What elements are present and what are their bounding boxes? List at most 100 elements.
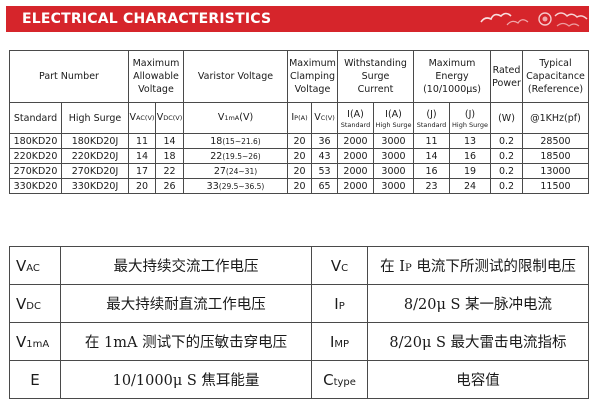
subheader-vc: VC(V) (311, 102, 338, 134)
cell-current-standard: 2000 (337, 163, 374, 179)
cell-current-high-surge: 3000 (373, 148, 414, 164)
cell-vc: 53 (311, 163, 338, 179)
legend-symbol-vdc: VDC (9, 284, 61, 323)
legend-symbol-e: E (9, 360, 61, 399)
subheader-vdc: VDC(V) (155, 102, 184, 134)
cell-standard: 330KD20 (9, 178, 62, 194)
cell-v1ma: 22(19.5~26) (183, 148, 288, 164)
subheader-energy-standard: (J) Standard (413, 102, 450, 134)
subheader-high-surge: High Surge (61, 102, 129, 134)
cell-power: 0.2 (490, 163, 523, 179)
subheader-standard: Standard (9, 102, 62, 134)
legend-symbol-vc: VC (311, 246, 368, 285)
cell-current-high-surge: 3000 (373, 178, 414, 194)
legend-desc-ip: 8/20μ S 某一脉冲电流 (367, 284, 589, 323)
legend-symbol-imp: IMP (311, 322, 368, 361)
cell-high-surge: 330KD20J (61, 178, 129, 194)
cell-energy-standard: 16 (413, 163, 450, 179)
header-rated-power: Rated Power (490, 50, 523, 103)
cell-high-surge: 220KD20J (61, 148, 129, 164)
subheader-energy-high-surge: (J) High Surge (449, 102, 491, 134)
legend-desc-e: 10/1000μ S 焦耳能量 (60, 360, 312, 399)
section-banner: ELECTRICAL CHARACTERISTICS (6, 6, 589, 32)
cell-vdc: 26 (155, 178, 184, 194)
cell-capacitance: 18500 (522, 148, 589, 164)
cell-current-standard: 2000 (337, 178, 374, 194)
cell-standard: 180KD20 (9, 133, 62, 149)
subheader-vac: VAC(V) (128, 102, 156, 134)
subheader-watt: (W) (490, 102, 523, 134)
cell-current-standard: 2000 (337, 148, 374, 164)
cell-energy-high-surge: 19 (449, 163, 491, 179)
cell-energy-high-surge: 16 (449, 148, 491, 164)
cell-standard: 270KD20 (9, 163, 62, 179)
cell-vc: 36 (311, 133, 338, 149)
cell-vc: 65 (311, 178, 338, 194)
cell-power: 0.2 (490, 178, 523, 194)
cloud-ornament-icon (480, 12, 588, 27)
cell-energy-standard: 14 (413, 148, 450, 164)
cell-energy-standard: 23 (413, 178, 450, 194)
legend-symbol-ip: IP (311, 284, 368, 323)
legend-symbol-vac: VAC (9, 246, 61, 285)
subheader-current-standard: I(A) Standard (337, 102, 374, 134)
header-part-number: Part Number (9, 50, 129, 103)
cell-ip: 20 (287, 178, 312, 194)
cell-ip: 20 (287, 163, 312, 179)
legend-desc-imp: 8/20μ S 最大雷击电流指标 (367, 322, 589, 361)
cell-vdc: 14 (155, 133, 184, 149)
cell-vc: 43 (311, 148, 338, 164)
cell-v1ma: 27(24~31) (183, 163, 288, 179)
table-row: 180KD20 180KD20J 11 14 18(15~21.6) 20 36… (9, 133, 589, 149)
cell-current-standard: 2000 (337, 133, 374, 149)
cell-vac: 11 (128, 133, 156, 149)
cell-vac: 17 (128, 163, 156, 179)
legend-row: V1mA 在 1mA 测试下的压敏击穿电压 IMP 8/20μ S 最大雷击电流… (9, 322, 589, 361)
legend-row: VAC 最大持续交流工作电压 VC 在 IP 电流下所测试的限制电压 (9, 246, 589, 285)
header-max-allowable-voltage: Maximum Allowable Voltage (128, 50, 184, 103)
cell-current-high-surge: 3000 (373, 163, 414, 179)
cell-energy-high-surge: 13 (449, 133, 491, 149)
cell-capacitance: 11500 (522, 178, 589, 194)
legend-desc-ctype: 电容值 (367, 360, 589, 399)
legend-symbol-ctype: Ctype (311, 360, 368, 399)
cell-energy-high-surge: 24 (449, 178, 491, 194)
legend-desc-vac: 最大持续交流工作电压 (60, 246, 312, 285)
cell-vac: 14 (128, 148, 156, 164)
section-title: ELECTRICAL CHARACTERISTICS (22, 11, 272, 27)
symbol-legend-table: VAC 最大持续交流工作电压 VC 在 IP 电流下所测试的限制电压 VDC 最… (9, 246, 589, 399)
table-row: 330KD20 330KD20J 20 26 33(29.5~36.5) 20 … (9, 178, 589, 194)
cell-ip: 20 (287, 133, 312, 149)
cell-high-surge: 270KD20J (61, 163, 129, 179)
table-row: 220KD20 220KD20J 14 18 22(19.5~26) 20 43… (9, 148, 589, 164)
subheader-khz: @1KHz(pf) (522, 102, 589, 134)
subheader-ip: IP(A) (287, 102, 312, 134)
legend-desc-v1ma: 在 1mA 测试下的压敏击穿电压 (60, 322, 312, 361)
cell-vac: 20 (128, 178, 156, 194)
cell-vdc: 18 (155, 148, 184, 164)
header-varistor-voltage: Varistor Voltage (183, 50, 288, 103)
cell-capacitance: 13000 (522, 163, 589, 179)
header-max-energy: Maximum Energy (10/1000μs) (413, 50, 491, 103)
table-row: 270KD20 270KD20J 17 22 27(24~31) 20 53 2… (9, 163, 589, 179)
cell-power: 0.2 (490, 133, 523, 149)
cell-current-high-surge: 3000 (373, 133, 414, 149)
header-max-clamping-voltage: Maximum Clamping Voltage (287, 50, 338, 103)
cell-ip: 20 (287, 148, 312, 164)
cell-standard: 220KD20 (9, 148, 62, 164)
cell-power: 0.2 (490, 148, 523, 164)
legend-symbol-v1ma: V1mA (9, 322, 61, 361)
subheader-v1ma: V1mA(V) (183, 102, 288, 134)
cell-v1ma: 33(29.5~36.5) (183, 178, 288, 194)
cell-high-surge: 180KD20J (61, 133, 129, 149)
legend-row: E 10/1000μ S 焦耳能量 Ctype 电容值 (9, 360, 589, 399)
cell-v1ma: 18(15~21.6) (183, 133, 288, 149)
legend-desc-vdc: 最大持续耐直流工作电压 (60, 284, 312, 323)
legend-desc-vc: 在 IP 电流下所测试的限制电压 (367, 246, 589, 285)
cell-vdc: 22 (155, 163, 184, 179)
header-typical-capacitance: Typical Capacitance (Reference) (522, 50, 589, 103)
cell-capacitance: 28500 (522, 133, 589, 149)
legend-row: VDC 最大持续耐直流工作电压 IP 8/20μ S 某一脉冲电流 (9, 284, 589, 323)
electrical-spec-table: Part Number Maximum Allowable Voltage Va… (9, 50, 589, 194)
header-withstanding-surge-current: Withstanding Surge Current (337, 50, 414, 103)
